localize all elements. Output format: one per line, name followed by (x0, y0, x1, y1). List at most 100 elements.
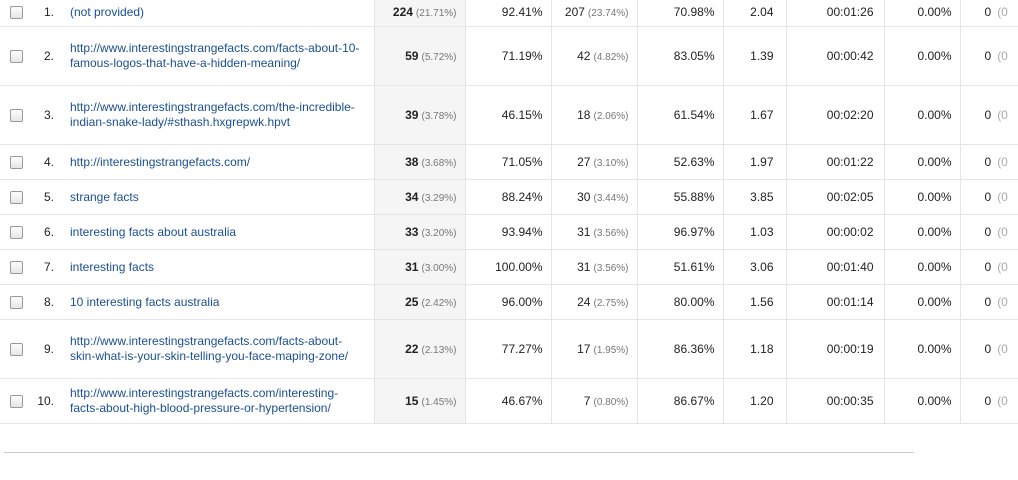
table-row: 10. http://www.interestingstrangefacts.c… (0, 378, 1018, 424)
keyword-cell: http://www.interestingstrangefacts.com/t… (62, 85, 375, 145)
row-checkbox[interactable] (9, 156, 23, 170)
avg-session-duration: 00:02:05 (786, 179, 885, 215)
table-row: 3. http://www.interestingstrangefacts.co… (0, 85, 1018, 145)
goal-completions: 0 (984, 295, 992, 309)
goal-completions-percent: (0 (997, 295, 1008, 309)
goal-completions-cell: 0 (0 (960, 144, 1018, 180)
pages-per-session: 1.20 (723, 378, 787, 424)
pages-per-session: 1.03 (723, 214, 787, 250)
avg-session-duration: 00:01:26 (786, 0, 885, 27)
sessions-cell: 38 (3.68%) (374, 144, 466, 180)
table-row: 5. strange facts 34 (3.29%) 88.24% 30 (3.4… (0, 179, 1018, 215)
table-row: 9. http://www.interestingstrangefacts.co… (0, 319, 1018, 379)
goal-completions: 0 (984, 225, 992, 239)
percent-new-sessions: 88.24% (465, 179, 552, 215)
row-index: 2. (32, 26, 62, 86)
percent-new-sessions: 71.05% (465, 144, 552, 180)
goal-completions-percent: (0 (997, 5, 1008, 19)
row-index: 5. (32, 179, 62, 215)
row-checkbox[interactable] (9, 261, 23, 275)
bounce-rate: 86.67% (637, 378, 724, 424)
table-row: 2. http://www.interestingstrangefacts.co… (0, 26, 1018, 86)
pages-per-session: 1.97 (723, 144, 787, 180)
row-checkbox[interactable] (9, 191, 23, 205)
avg-session-duration: 00:01:40 (786, 249, 885, 285)
sessions-cell: 34 (3.29%) (374, 179, 466, 215)
keyword-cell: http://www.interestingstrangefacts.com/i… (62, 378, 375, 424)
new-users-percent: (0.80%) (593, 397, 629, 408)
new-users-cell: 30 (3.44%) (551, 179, 638, 215)
new-users-cell: 31 (3.56%) (551, 214, 638, 250)
goal-completions-percent: (0 (997, 49, 1008, 63)
conversion-rate: 0.00% (884, 284, 961, 320)
keyword-cell: http://interestingstrangefacts.com/ (62, 144, 375, 180)
sessions-percent: (21.71%) (415, 8, 457, 19)
row-select-cell (0, 26, 32, 86)
keyword-link[interactable]: http://www.interestingstrangefacts.com/f… (70, 334, 349, 363)
sessions-percent: (3.78%) (421, 111, 457, 122)
keyword-link[interactable]: http://www.interestingstrangefacts.com/f… (70, 41, 360, 70)
new-users-value: 18 (577, 108, 591, 122)
bounce-rate: 80.00% (637, 284, 724, 320)
keyword-link[interactable]: interesting facts (70, 259, 155, 274)
keyword-cell: (not provided) (62, 0, 375, 27)
keyword-link[interactable]: interesting facts about australia (70, 224, 237, 239)
keyword-link[interactable]: http://interestingstrangefacts.com/ (70, 154, 251, 169)
conversion-rate: 0.00% (884, 0, 961, 27)
percent-new-sessions: 92.41% (465, 0, 552, 27)
row-checkbox[interactable] (9, 296, 23, 310)
sessions-value: 31 (405, 260, 419, 274)
keyword-link[interactable]: http://www.interestingstrangefacts.com/i… (70, 386, 339, 415)
new-users-percent: (3.44%) (593, 193, 629, 204)
row-checkbox[interactable] (9, 395, 23, 409)
row-checkbox[interactable] (9, 50, 23, 64)
avg-session-duration: 00:00:19 (786, 319, 885, 379)
new-users-value: 31 (577, 225, 591, 239)
goal-completions: 0 (984, 190, 992, 204)
conversion-rate: 0.00% (884, 319, 961, 379)
new-users-cell: 31 (3.56%) (551, 249, 638, 285)
row-select-cell (0, 144, 32, 180)
bounce-rate: 51.61% (637, 249, 724, 285)
goal-completions: 0 (984, 5, 992, 19)
keyword-link[interactable]: strange facts (70, 189, 139, 204)
keyword-link[interactable]: 10 interesting facts australia (70, 294, 220, 309)
new-users-value: 207 (564, 5, 585, 19)
sessions-percent: (3.68%) (421, 158, 457, 169)
pages-per-session: 1.39 (723, 26, 787, 86)
sessions-percent: (1.45%) (421, 397, 457, 408)
avg-session-duration: 00:00:02 (786, 214, 885, 250)
new-users-cell: 17 (1.95%) (551, 319, 638, 379)
conversion-rate: 0.00% (884, 378, 961, 424)
new-users-cell: 42 (4.82%) (551, 26, 638, 86)
sessions-cell: 22 (2.13%) (374, 319, 466, 379)
bounce-rate: 61.54% (637, 85, 724, 145)
conversion-rate: 0.00% (884, 85, 961, 145)
table-row: 1. (not provided) 224 (21.71%) 92.41% 207… (0, 0, 1018, 27)
sessions-cell: 33 (3.20%) (374, 214, 466, 250)
goal-completions-cell: 0 (0 (960, 85, 1018, 145)
sessions-value: 38 (405, 155, 419, 169)
row-select-cell (0, 378, 32, 424)
sessions-cell: 224 (21.71%) (374, 0, 466, 27)
new-users-cell: 27 (3.10%) (551, 144, 638, 180)
table-row: 7. interesting facts 31 (3.00%) 100.00% 3… (0, 249, 1018, 285)
horizontal-scrollbar[interactable] (4, 452, 914, 453)
row-checkbox[interactable] (9, 343, 23, 357)
row-select-cell (0, 0, 32, 27)
new-users-percent: (23.74%) (587, 8, 629, 19)
goal-completions-percent: (0 (997, 108, 1008, 122)
row-checkbox[interactable] (9, 6, 23, 20)
row-checkbox[interactable] (9, 109, 23, 123)
bounce-rate: 83.05% (637, 26, 724, 86)
pages-per-session: 2.04 (723, 0, 787, 27)
row-checkbox[interactable] (9, 226, 23, 240)
keyword-link[interactable]: http://www.interestingstrangefacts.com/t… (70, 100, 355, 129)
table-row: 4. http://interestingstrangefacts.com/ 3… (0, 144, 1018, 180)
goal-completions: 0 (984, 49, 992, 63)
new-users-value: 31 (577, 260, 591, 274)
goal-completions-cell: 0 (0 (960, 179, 1018, 215)
keyword-cell: interesting facts (62, 249, 375, 285)
sessions-value: 59 (405, 49, 419, 63)
keyword-link[interactable]: (not provided) (70, 4, 145, 19)
